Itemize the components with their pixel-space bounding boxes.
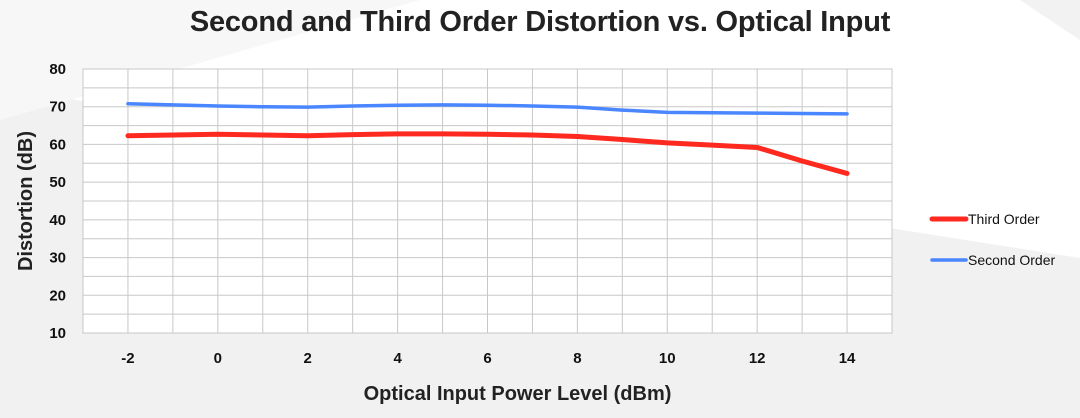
y-tick-label: 70	[49, 99, 66, 116]
x-tick-label: 4	[393, 350, 402, 367]
x-axis-ticks: -2 0 2 4 6 8 10 12 14	[121, 350, 856, 367]
series-lines	[125, 101, 850, 176]
x-tick-label: 10	[659, 350, 676, 367]
chart-title: Second and Third Order Distortion vs. Op…	[189, 6, 891, 38]
x-tick-label: 14	[839, 350, 856, 367]
y-tick-label: 20	[49, 287, 66, 304]
y-tick-label: 50	[49, 174, 66, 191]
legend-label: Second Order	[968, 252, 1055, 268]
x-tick-label: -2	[121, 350, 134, 367]
y-tick-label: 30	[49, 250, 66, 267]
y-axis-label: Distortion (dB)	[15, 131, 37, 271]
x-tick-label: 12	[749, 350, 766, 367]
x-tick-label: 2	[304, 350, 312, 367]
x-axis-label: Optical Input Power Level (dBm)	[364, 383, 672, 405]
y-tick-label: 80	[49, 61, 66, 78]
y-tick-label: 10	[49, 325, 66, 342]
x-tick-label: 0	[214, 350, 222, 367]
x-tick-label: 8	[573, 350, 581, 367]
y-tick-label: 60	[49, 136, 66, 153]
x-tick-label: 6	[483, 350, 491, 367]
y-axis-ticks: 10 20 30 40 50 60 70 80	[49, 61, 66, 342]
series-line-third-order	[125, 131, 850, 176]
legend-label: Third Order	[968, 211, 1040, 227]
y-tick-label: 40	[49, 212, 66, 229]
legend: Third Order Second Order	[929, 211, 1055, 268]
series-line-second-order	[126, 101, 849, 116]
background-corner-right	[1020, 0, 1080, 40]
